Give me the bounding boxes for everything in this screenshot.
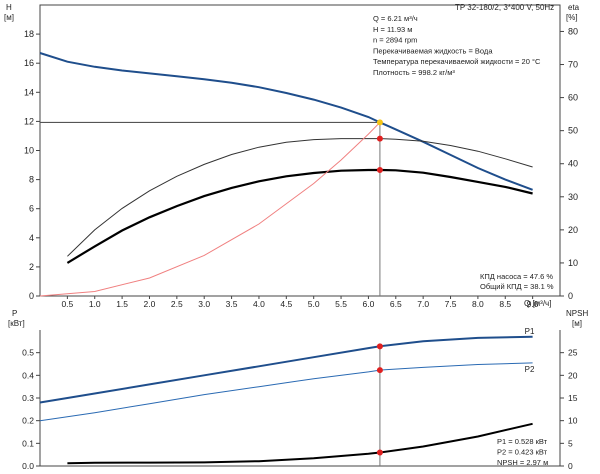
y-left-axis-unit: [кВт]: [8, 319, 25, 328]
y-right-tick-label: 0: [568, 461, 573, 471]
y-left-tick-label: 10: [24, 146, 34, 156]
x-tick-label: 3.5: [226, 299, 238, 309]
info-line: NPSH = 2.97 м: [497, 458, 548, 467]
y-left-tick-label: 4: [29, 233, 34, 243]
y-right-tick-label: 40: [568, 159, 578, 169]
info-line: Температура перекачиваемой жидкости = 20…: [373, 57, 541, 66]
x-tick-label: 8.0: [472, 299, 484, 309]
efficiency-line: КПД насоса = 47.6 %: [480, 272, 553, 281]
y-left-tick-label: 12: [24, 116, 34, 126]
x-tick-label: 3.0: [198, 299, 210, 309]
y-right-tick-label: 20: [568, 225, 578, 235]
y-right-tick-label: 5: [568, 438, 573, 448]
series-line-0: [39, 52, 533, 191]
x-tick-label: 1.0: [89, 299, 101, 309]
y-left-axis-label: P: [12, 309, 17, 318]
y-right-tick-label: 80: [568, 26, 578, 36]
duty-point-marker-1: [376, 135, 383, 142]
info-line: Q = 6.21 м³/ч: [373, 14, 418, 23]
chart-title: TP 32-180/2, 3*400 V, 50Hz: [455, 3, 554, 12]
y-left-axis-unit: [м]: [4, 13, 14, 22]
x-tick-label: 0.5: [61, 299, 73, 309]
x-axis-label: Q [м³/ч]: [524, 299, 551, 308]
x-tick-label: 7.0: [417, 299, 429, 309]
x-tick-label: 4.0: [253, 299, 265, 309]
x-tick-label: 2.0: [144, 299, 156, 309]
y-left-tick-label: 18: [24, 29, 34, 39]
y-right-tick-label: 50: [568, 126, 578, 136]
y-right-tick-label: 10: [568, 416, 578, 426]
y-left-tick-label: 8: [29, 175, 34, 185]
y-right-tick-label: 70: [568, 60, 578, 70]
y-right-tick-label: 15: [568, 393, 578, 403]
series-line-2: [66, 168, 533, 264]
x-tick-label: 9.0: [527, 299, 539, 309]
y-left-tick-label: 2: [29, 262, 34, 272]
series-label: P1: [525, 327, 535, 336]
x-tick-label: 8.5: [499, 299, 511, 309]
x-tick-label: 5.0: [308, 299, 320, 309]
y-left-tick-label: 0.3: [22, 393, 34, 403]
y-left-tick-label: 0.4: [22, 370, 34, 380]
y-left-tick-label: 14: [24, 87, 34, 97]
info-line: H = 11.93 м: [373, 25, 412, 34]
info-line: P2 = 0.423 кВт: [497, 448, 548, 457]
head-efficiency-panel: TP 32-180/2, 3*400 V, 50Hz 0 2 4 6 8 10 12 14 16…: [4, 3, 580, 309]
y-right-tick-label: 30: [568, 192, 578, 202]
y-left-tick-label: 0: [29, 291, 34, 301]
info-line: n = 2894 rpm: [373, 36, 417, 45]
series-line-1: [39, 362, 533, 422]
series-line-3: [39, 122, 381, 297]
y-right-tick-label: 0: [568, 291, 573, 301]
x-tick-label: 6.5: [390, 299, 402, 309]
duty-point-marker-2: [376, 449, 383, 456]
y-right-axis-label: eta: [568, 3, 580, 12]
info-line: Плотность = 998.2 кг/м³: [373, 68, 455, 77]
y-left-tick-label: 0.1: [22, 438, 34, 448]
series-label: P2: [525, 365, 535, 374]
duty-point-marker-0: [376, 119, 383, 126]
duty-point-marker-1: [376, 367, 383, 374]
series-line-0: [39, 335, 533, 404]
power-npsh-panel: 0.0 0.1 0.2 0.3 0.4 0.5 P[кВт] 0 5 10 15 20 25 NPSH[м…: [8, 309, 588, 471]
duty-point-marker-0: [376, 343, 383, 350]
y-right-axis-label: NPSH: [566, 309, 588, 318]
y-right-tick-label: 10: [568, 258, 578, 268]
y-right-tick-label: 60: [568, 93, 578, 103]
y-left-tick-label: 0.5: [22, 348, 34, 358]
x-tick-label: 2.5: [171, 299, 183, 309]
duty-point-marker-2: [376, 167, 383, 174]
series-line-2: [67, 422, 533, 465]
y-left-tick-label: 0.0: [22, 461, 34, 471]
y-left-tick-label: 0.2: [22, 416, 34, 426]
y-right-tick-label: 20: [568, 370, 578, 380]
x-tick-label: 1.5: [116, 299, 128, 309]
info-line: P1 = 0.528 кВт: [497, 437, 548, 446]
series-line-1: [67, 138, 533, 257]
x-tick-label: 6.0: [363, 299, 375, 309]
info-line: Перекачиваемая жидкость = Вода: [373, 46, 493, 55]
y-left-tick-label: 6: [29, 204, 34, 214]
y-right-axis-unit: [%]: [566, 13, 578, 22]
y-right-tick-label: 25: [568, 348, 578, 358]
y-right-axis-unit: [м]: [572, 319, 582, 328]
x-tick-label: 7.5: [445, 299, 457, 309]
efficiency-line: Общий КПД = 38.1 %: [480, 282, 554, 291]
x-tick-label: 5.5: [335, 299, 347, 309]
y-left-tick-label: 16: [24, 58, 34, 68]
x-tick-label: 4.5: [280, 299, 292, 309]
y-left-axis-label: H: [6, 3, 12, 12]
